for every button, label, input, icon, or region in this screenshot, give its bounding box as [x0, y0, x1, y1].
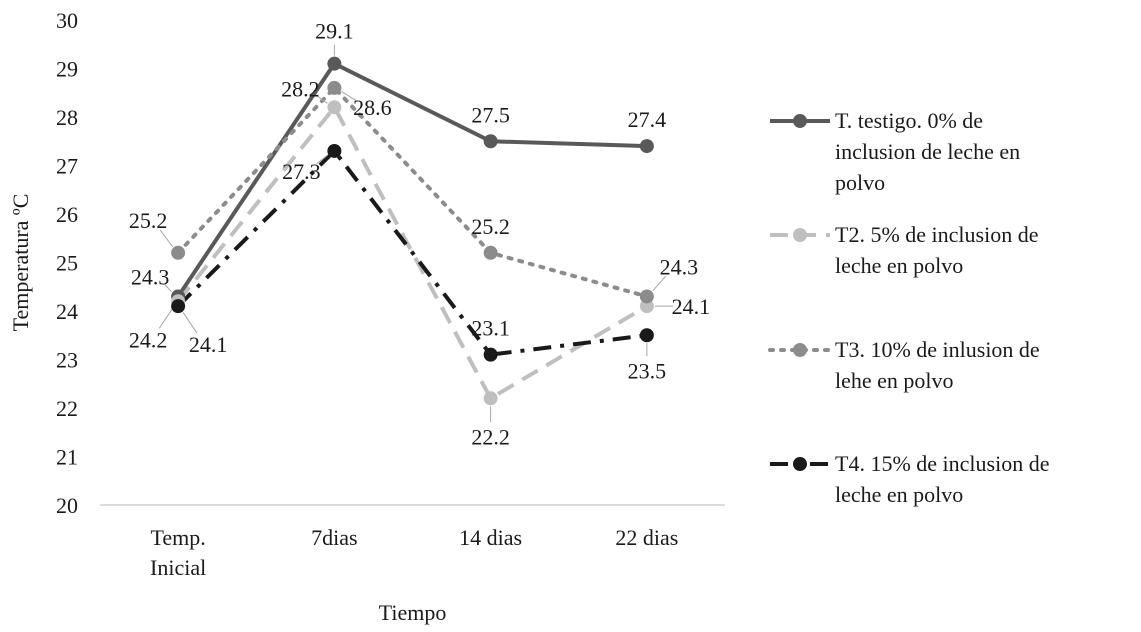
- legend-swatch-marker-2: [793, 228, 807, 242]
- series-4-point: [327, 143, 342, 158]
- x-tick-label: Temp. Inicial: [150, 525, 206, 580]
- data-label: 27.4: [628, 107, 667, 132]
- data-label-leader: [341, 91, 357, 102]
- data-label-leader: [164, 284, 172, 293]
- series-4-point: [171, 299, 186, 314]
- y-axis-title: Temperatura ºC: [8, 194, 33, 332]
- series-1-point: [327, 56, 342, 71]
- series-1-point: [639, 139, 654, 154]
- data-label: 23.5: [628, 358, 667, 383]
- series-4-point: [483, 347, 498, 362]
- y-tick-label: 21: [56, 445, 78, 470]
- legend-swatch-marker-1: [793, 114, 807, 128]
- series-line-4: [176, 148, 648, 357]
- series-1-point: [483, 134, 498, 149]
- data-label: 27.5: [471, 102, 510, 127]
- legend: T. testigo. 0% de inclusion de leche en po…: [768, 108, 1049, 507]
- y-tick-label: 26: [56, 202, 78, 227]
- data-labels: 24.3 29.1 27.5 27.4 24.2 28.2 22.2 24.1 25.2 28.6…: [129, 19, 710, 450]
- series-line-3: [176, 85, 649, 299]
- y-axis-ticks: 20 21 22 23 24 25 26 27 28 29 30: [56, 8, 78, 518]
- y-tick-label: 25: [56, 251, 78, 276]
- data-label: 29.1: [315, 19, 354, 44]
- y-tick-label: 27: [56, 154, 78, 179]
- data-label-leaders: [158, 44, 673, 423]
- y-tick-label: 30: [56, 8, 78, 33]
- legend-entry-2: T2. 5% de inclusion de leche en polvo: [835, 222, 1038, 278]
- series-4-point: [639, 328, 654, 343]
- data-label-leader: [316, 154, 328, 165]
- y-tick-label: 22: [56, 396, 78, 421]
- legend-entry-4: T4. 15% de inclusion de leche en polvo: [835, 451, 1049, 507]
- legend-swatch-marker-3: [793, 343, 807, 357]
- series-3-point: [483, 245, 498, 260]
- series-points: [171, 56, 654, 406]
- data-label-leader: [159, 229, 174, 248]
- data-label: 23.1: [471, 316, 510, 341]
- data-label: 24.1: [672, 294, 711, 319]
- data-label: 22.2: [471, 424, 510, 449]
- legend-entry-3: T3. 10% de inlusion de lehe en polvo: [835, 337, 1040, 393]
- x-tick-label: 7dias: [311, 525, 357, 550]
- series-3-point: [639, 289, 654, 304]
- data-label: 24.2: [129, 327, 168, 352]
- data-label-leader: [182, 312, 198, 334]
- data-label: 27.3: [282, 159, 321, 184]
- data-label: 25.2: [471, 214, 510, 239]
- series-3-point: [327, 80, 342, 95]
- series-2-point: [483, 391, 498, 406]
- x-tick-label: 22 dias: [615, 525, 678, 550]
- data-label: 25.2: [129, 208, 168, 233]
- data-label: 24.1: [189, 332, 228, 357]
- series-line-2: [176, 105, 648, 401]
- series-3-point: [171, 245, 186, 260]
- legend-swatch-marker-4: [793, 457, 807, 471]
- series-line-1: [176, 61, 647, 298]
- y-tick-label: 20: [56, 493, 78, 518]
- y-tick-label: 24: [56, 299, 78, 324]
- series-2-point: [327, 100, 342, 115]
- x-tick-label: 14 dias: [459, 525, 522, 550]
- data-label: 28.6: [353, 95, 392, 120]
- data-label-leader: [652, 275, 667, 292]
- x-axis-title: Tiempo: [379, 600, 447, 625]
- x-axis-ticks: Temp. Inicial 7dias 14 dias 22 dias: [150, 525, 678, 580]
- y-tick-label: 28: [56, 105, 78, 130]
- y-tick-label: 23: [56, 348, 78, 373]
- data-label: 24.3: [660, 254, 699, 279]
- data-label-leader: [158, 307, 174, 329]
- data-label-leader: [315, 94, 328, 104]
- series-2-point: [639, 299, 654, 314]
- y-tick-label: 29: [56, 57, 78, 82]
- data-label: 28.2: [281, 76, 320, 101]
- series-lines: [176, 61, 649, 401]
- data-label: 24.3: [131, 264, 170, 289]
- legend-entry-1: T. testigo. 0% de inclusion de leche en po…: [835, 108, 1020, 195]
